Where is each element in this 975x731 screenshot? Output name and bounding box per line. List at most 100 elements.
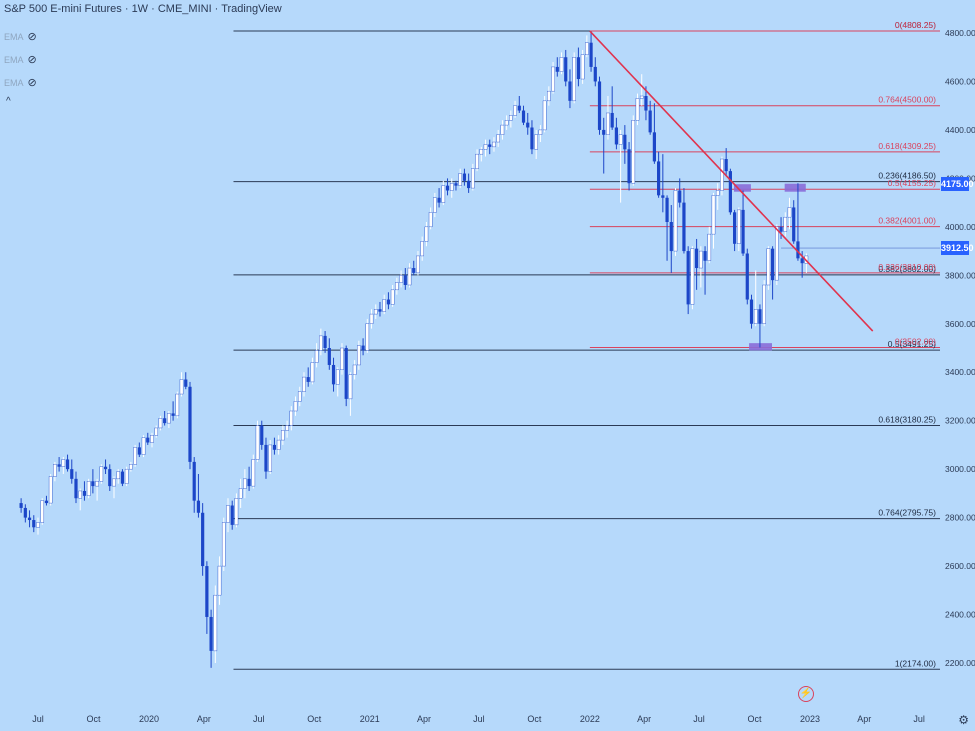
candle-body [95,481,99,487]
fib-red-label: 0(3502.00) [895,337,936,347]
indicator-label: EMA [4,31,24,42]
candle-body [82,490,87,496]
candle-body [230,505,234,525]
candle-body [707,233,712,261]
x-tick-label: Jul [253,714,265,724]
candle-body [32,520,36,528]
candle-body [196,500,201,513]
candle-body [669,222,673,252]
candle-body [188,386,192,462]
x-tick-label: Jul [913,714,925,724]
x-tick-label: Apr [857,714,871,724]
candle-body [395,282,399,291]
candle-body [745,253,749,300]
y-tick-label: 4400.00 [945,125,975,135]
candle-body [179,379,184,395]
candle-body [678,190,682,203]
candle-body [331,364,336,385]
indicator-ema-2[interactable]: EMA ⊘ [4,53,37,66]
candle-body [492,141,496,148]
candle-body [310,362,315,383]
candle-body [319,335,323,351]
candle-body [715,190,720,196]
x-tick-label: Oct [748,714,763,724]
indicator-ema-3[interactable]: EMA ⊘ [4,76,37,89]
candle-body [711,195,716,235]
candle-body [741,209,745,254]
candle-body [327,348,331,365]
price-axis[interactable]: 2200.00 2400.00 2600.00 2800.00 3000.00 3200.… [945,28,975,668]
x-tick-label: Oct [86,714,101,724]
candle-body [424,226,429,242]
candle-body [120,471,125,484]
candle-body [297,391,302,402]
candle-body [623,134,627,150]
candle-body [737,209,741,245]
candle-body [314,350,319,363]
x-tick-label: 2022 [580,714,600,724]
candle-body [99,466,104,482]
y-tick-label: 3200.00 [945,416,975,426]
candle-body [86,481,91,497]
x-tick-label: Jul [693,714,705,724]
candle-body [800,258,804,264]
candle-body [555,66,559,72]
candle-body [44,500,49,504]
highlight-zone [784,183,806,192]
candle-body [627,149,631,184]
alert-bolt-icon[interactable]: ⚡ [798,686,814,702]
candle-body [201,512,205,567]
candle-body [357,345,361,366]
highlight-zone [734,184,751,192]
candle-body [133,447,137,465]
candle-body [779,226,783,232]
indicator-label: EMA [4,77,24,88]
time-axis[interactable]: Jul Oct 2020 Apr Jul Oct 2021 Apr Jul Oct 2022 Apr J… [32,714,925,724]
candle-body [648,110,652,133]
candle-body [673,190,678,252]
candle-body [412,268,416,273]
candle-body [108,469,112,487]
candle-body [787,207,792,218]
x-tick-label: 2023 [800,714,820,724]
fib-black-label: 0.5(3491.25) [888,339,936,349]
candle-body [521,110,526,123]
fib-red-label: 0(4808.25) [895,20,936,30]
descending-trendline [589,30,874,332]
eye-off-icon[interactable]: ⊘ [27,54,37,66]
collapse-chevron-icon[interactable]: ^ [6,96,11,107]
candle-body [36,522,40,528]
candle-body [255,425,260,460]
candle-body [293,401,298,412]
candle-body [65,459,70,470]
y-tick-label: 2400.00 [945,610,975,620]
candle-body [796,241,800,259]
candle-body [420,241,424,257]
candle-body [53,464,57,477]
candle-body [167,413,171,424]
candle-body [335,369,340,385]
candle-body [251,459,256,487]
candle-body [471,168,475,189]
indicator-ema-1[interactable]: EMA ⊘ [4,30,37,43]
candle-body [306,377,310,382]
trendline[interactable] [589,30,874,332]
settings-gear-icon[interactable]: ⚙ [958,713,969,727]
price-tag-4175: 4175.00 [941,177,974,192]
candle-body [479,149,484,155]
candle-body [652,132,656,162]
candle-body [276,439,281,450]
candle-body [437,197,441,203]
y-tick-label: 2600.00 [945,561,975,571]
candle-body [150,435,154,443]
y-tick-label: 3400.00 [945,367,975,377]
candle-body [766,248,771,286]
candle-body [361,345,365,351]
eye-off-icon[interactable]: ⊘ [27,31,37,43]
candle-body [462,173,467,181]
candle-body [382,299,386,312]
candle-body [775,226,779,281]
candle-body [27,517,32,521]
eye-off-icon[interactable]: ⊘ [27,77,37,89]
